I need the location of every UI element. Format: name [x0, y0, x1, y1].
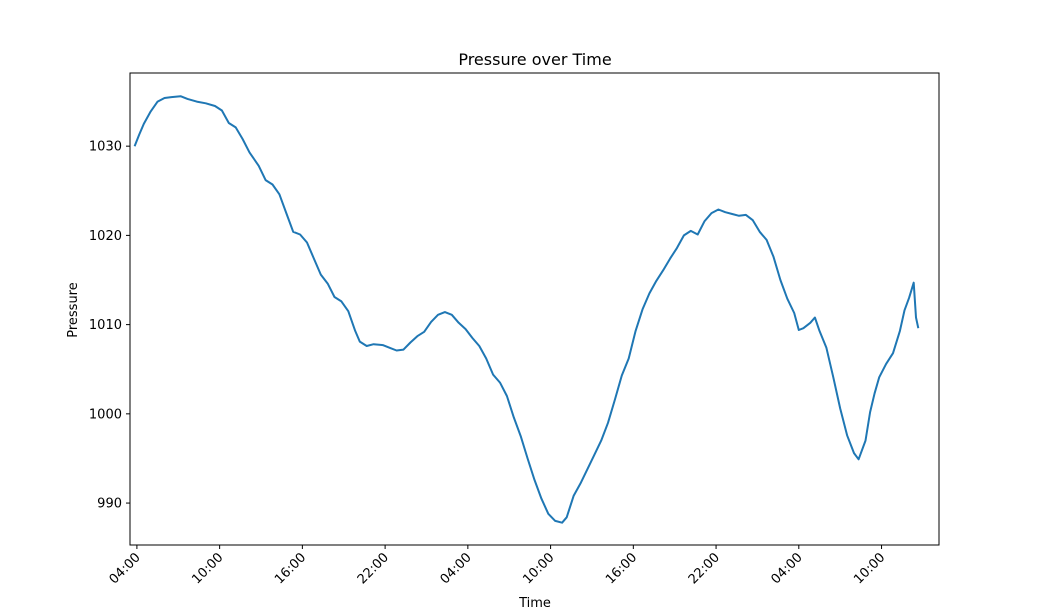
- y-axis-label: Pressure: [66, 282, 81, 338]
- chart-title: Pressure over Time: [458, 50, 611, 69]
- y-tick-label: 1000: [89, 407, 122, 422]
- y-axis: 990 1000 1010 1020 1030: [89, 140, 130, 512]
- plot-frame: [129, 72, 940, 546]
- plot-area: [133, 95, 920, 524]
- y-tick-label: 990: [97, 497, 122, 512]
- series-line-1: [133, 95, 920, 524]
- x-axis-label: Time: [518, 596, 551, 611]
- y-tick-label: 1010: [89, 318, 122, 333]
- y-tick-label: 1020: [89, 229, 122, 244]
- y-tick-label: 1030: [89, 140, 122, 155]
